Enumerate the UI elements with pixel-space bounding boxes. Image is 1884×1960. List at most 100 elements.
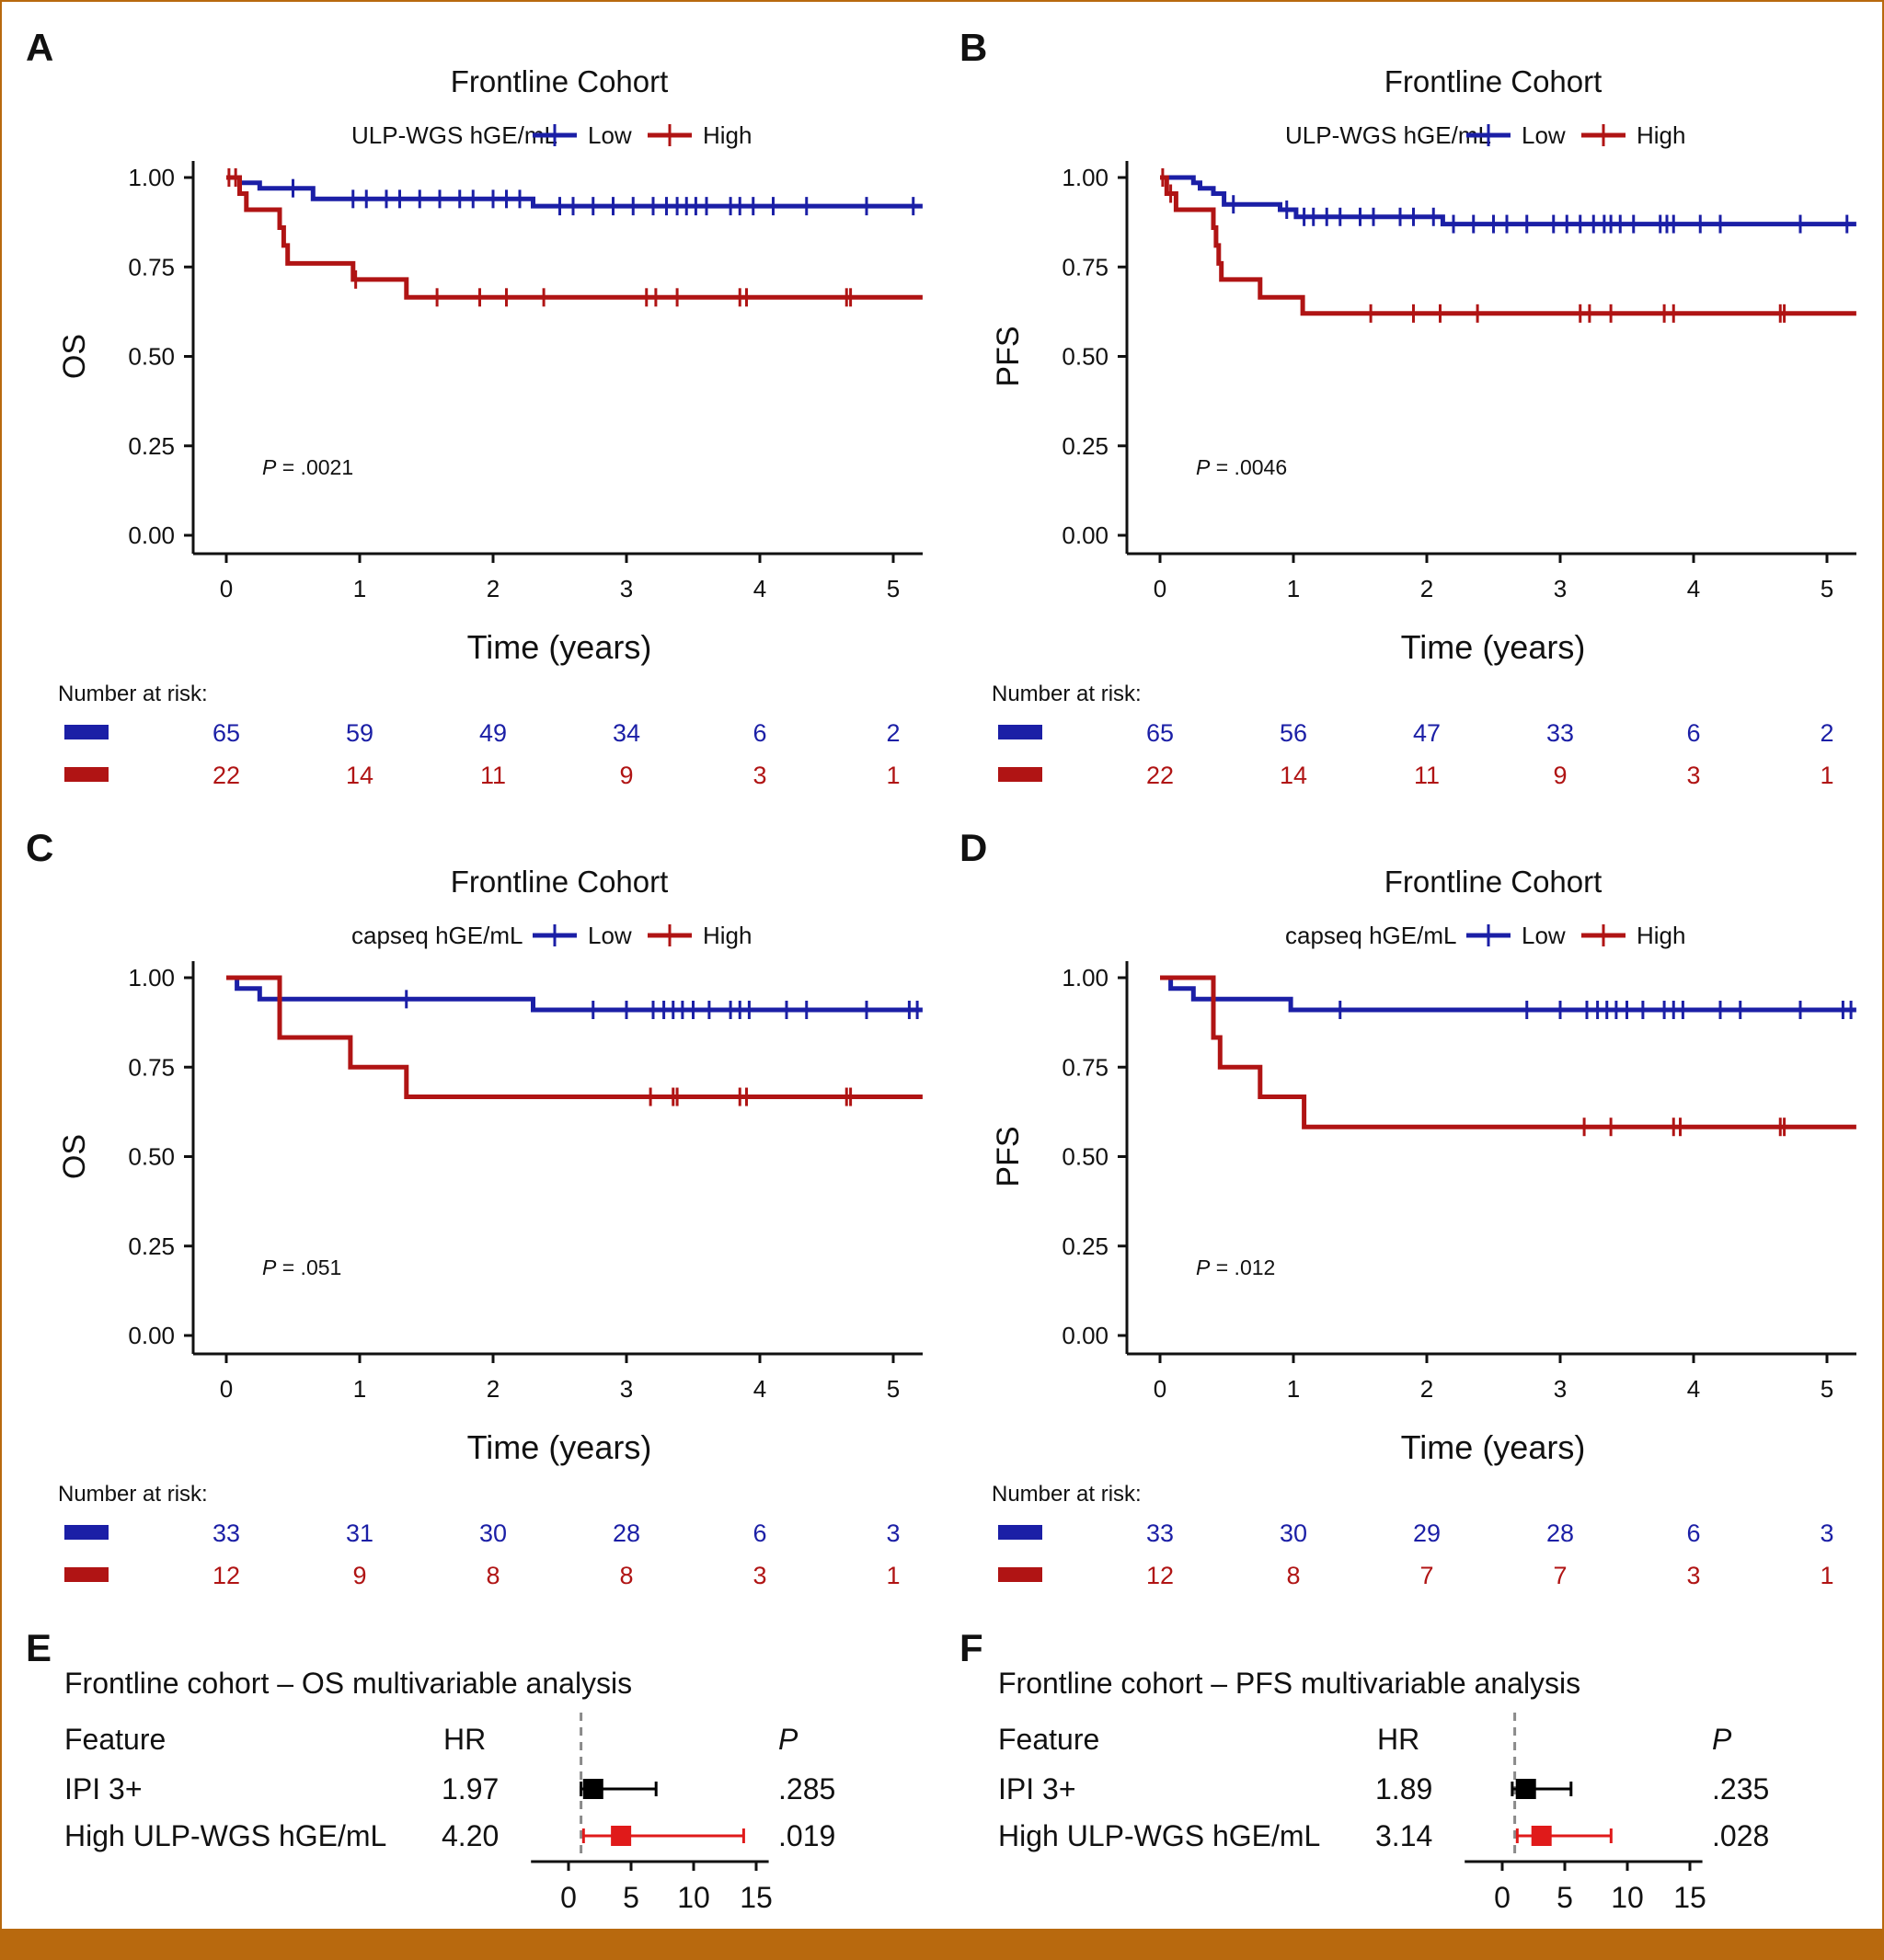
risk-high-swatch xyxy=(998,1567,1042,1582)
x-tick-label: 0 xyxy=(1154,1375,1166,1403)
km-curve-high xyxy=(226,175,923,300)
legend-high-label: High xyxy=(703,922,752,949)
x-tick-label: 1 xyxy=(1287,1375,1300,1403)
x-axis-label: Time (years) xyxy=(467,1428,652,1466)
y-tick-label: 1.00 xyxy=(128,964,175,991)
risk-low-count: 2 xyxy=(1820,719,1833,747)
y-tick-label: 0.25 xyxy=(1062,432,1109,460)
y-tick-label: 0.25 xyxy=(128,1232,175,1260)
x-axis-label: Time (years) xyxy=(467,628,652,666)
risk-low-count: 30 xyxy=(479,1519,507,1547)
risk-low-count: 3 xyxy=(886,1519,900,1547)
risk-low-swatch xyxy=(998,1525,1042,1540)
p-value: P = .0046 xyxy=(1196,455,1287,479)
forest-hr-value: 1.97 xyxy=(442,1772,499,1805)
risk-low-swatch xyxy=(64,725,109,739)
legend-low-label: Low xyxy=(588,121,632,149)
forest-x-tick-label: 10 xyxy=(677,1881,710,1914)
y-tick-label: 0.50 xyxy=(1062,1143,1109,1171)
x-tick-label: 3 xyxy=(620,1375,633,1403)
risk-high-swatch xyxy=(64,767,109,782)
y-tick-label: 0.00 xyxy=(1062,1322,1109,1349)
p-number: = .012 xyxy=(1210,1255,1275,1279)
risk-high-count: 11 xyxy=(480,762,506,789)
risk-high-count: 22 xyxy=(213,762,240,789)
km-panel-d: D Frontline Cohort capseq hGE/mL Low High 0.0… xyxy=(959,826,1856,1589)
risk-high-count: 3 xyxy=(752,762,766,789)
risk-low-count: 6 xyxy=(1686,719,1700,747)
col-header-p: P xyxy=(778,1723,798,1756)
legend-title: capseq hGE/mL xyxy=(351,922,523,949)
risk-high-count: 22 xyxy=(1146,762,1174,789)
x-tick-label: 0 xyxy=(1154,575,1166,602)
y-tick-label: 0.75 xyxy=(128,253,175,281)
forest-feature-label: High ULP-WGS hGE/mL xyxy=(998,1819,1320,1852)
forest-p-value: .019 xyxy=(778,1819,835,1852)
risk-low-count: 49 xyxy=(479,719,507,747)
km-curve-high xyxy=(226,975,923,1099)
km-panel-c: C Frontline Cohort capseq hGE/mL Low High 0.0… xyxy=(26,826,923,1589)
x-tick-label: 1 xyxy=(353,575,366,602)
y-axis-label: OS xyxy=(57,334,92,379)
risk-low-count: 3 xyxy=(1820,1519,1833,1547)
risk-table-title: Number at risk: xyxy=(58,1482,208,1507)
forest-feature-label: IPI 3+ xyxy=(998,1772,1076,1805)
forest-hr-value: 1.89 xyxy=(1375,1772,1432,1805)
y-tick-label: 0.75 xyxy=(1062,253,1109,281)
risk-high-count: 9 xyxy=(352,1562,366,1589)
legend-low-label: Low xyxy=(588,922,632,949)
km-curve-low xyxy=(1160,975,1856,1013)
risk-high-count: 12 xyxy=(1146,1562,1174,1589)
legend-low-label: Low xyxy=(1522,922,1566,949)
panel-label: D xyxy=(959,826,987,869)
km-curve-high xyxy=(1160,975,1856,1129)
p-symbol: P xyxy=(1196,455,1211,479)
legend-high-label: High xyxy=(1637,121,1685,149)
forest-x-tick-label: 5 xyxy=(623,1881,639,1914)
risk-high-count: 12 xyxy=(213,1562,240,1589)
y-axis-label: PFS xyxy=(991,326,1026,386)
col-header-hr: HR xyxy=(443,1723,486,1756)
forest-panel-f: F Frontline cohort – PFS multivariable an… xyxy=(959,1626,1769,1914)
risk-high-count: 1 xyxy=(1820,762,1833,789)
forest-p-value: .285 xyxy=(778,1772,835,1805)
risk-high-count: 3 xyxy=(1686,762,1700,789)
legend-title: ULP-WGS hGE/mL xyxy=(1285,121,1491,149)
x-tick-label: 3 xyxy=(1554,1375,1567,1403)
y-tick-label: 0.00 xyxy=(128,522,175,549)
y-tick-label: 1.00 xyxy=(128,164,175,191)
x-tick-label: 2 xyxy=(1420,1375,1433,1403)
bottom-accent-bar xyxy=(0,1929,1884,1960)
x-tick-label: 4 xyxy=(1687,575,1700,602)
forest-hr-value: 4.20 xyxy=(442,1819,499,1852)
risk-low-count: 6 xyxy=(1686,1519,1700,1547)
forest-feature-label: IPI 3+ xyxy=(64,1772,143,1805)
p-symbol: P xyxy=(262,455,277,479)
risk-high-count: 3 xyxy=(752,1562,766,1589)
risk-low-count: 6 xyxy=(752,1519,766,1547)
y-axis-label: OS xyxy=(57,1134,92,1179)
risk-low-count: 30 xyxy=(1280,1519,1307,1547)
x-tick-label: 1 xyxy=(1287,575,1300,602)
panel-label: A xyxy=(26,26,53,69)
risk-high-swatch xyxy=(998,767,1042,782)
y-tick-label: 0.25 xyxy=(128,432,175,460)
risk-low-count: 28 xyxy=(613,1519,640,1547)
x-tick-label: 1 xyxy=(353,1375,366,1403)
risk-low-count: 34 xyxy=(613,719,640,747)
risk-low-count: 33 xyxy=(1146,1519,1174,1547)
p-number: = .051 xyxy=(276,1255,341,1279)
km-panel-a: A Frontline Cohort ULP-WGS hGE/mL Low High 0.… xyxy=(26,26,923,789)
x-tick-label: 3 xyxy=(1554,575,1567,602)
forest-x-tick-label: 0 xyxy=(1494,1881,1511,1914)
risk-high-count: 8 xyxy=(619,1562,633,1589)
forest-p-value: .028 xyxy=(1712,1819,1769,1852)
risk-high-count: 3 xyxy=(1686,1562,1700,1589)
risk-low-count: 65 xyxy=(213,719,240,747)
legend-low-label: Low xyxy=(1522,121,1566,149)
risk-low-swatch xyxy=(998,725,1042,739)
y-tick-label: 0.00 xyxy=(128,1322,175,1349)
x-tick-label: 3 xyxy=(620,575,633,602)
